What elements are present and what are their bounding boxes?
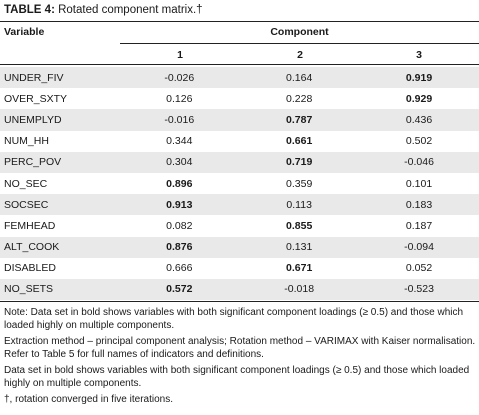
loading-cell: 0.661 bbox=[286, 135, 313, 148]
table-row: SOCSEC 0.913 0.113 0.183 bbox=[0, 194, 479, 216]
loading-cell: 0.304 bbox=[119, 151, 240, 173]
note-1: Note: Data set in bold shows variables w… bbox=[4, 307, 464, 331]
loading-cell: 0.344 bbox=[166, 135, 193, 148]
loading-cell: 0.126 bbox=[166, 92, 193, 105]
variable-name: UNDER_FIV bbox=[0, 67, 120, 89]
table-row: NO_SEC 0.896 0.359 0.101 bbox=[0, 173, 479, 194]
header-rule bbox=[0, 64, 479, 65]
loading-cell: 0.183 bbox=[359, 194, 479, 216]
header-variable: Variable bbox=[4, 26, 45, 38]
loading-cell: 0.187 bbox=[405, 219, 433, 232]
loading-cell: -0.018 bbox=[239, 278, 360, 301]
variable-name: DISABLED bbox=[4, 262, 56, 275]
table-row: OVER_SXTY 0.126 0.228 0.929 bbox=[0, 88, 479, 109]
loading-cell: 0.113 bbox=[239, 194, 360, 216]
variable-name: NO_SEC bbox=[4, 177, 48, 190]
loading-cell: -0.523 bbox=[359, 278, 479, 301]
loading-cell: 0.082 bbox=[166, 219, 193, 232]
table-row: DISABLED 0.666 0.671 0.052 bbox=[0, 258, 479, 279]
loading-cell: 0.787 bbox=[239, 109, 360, 131]
variable-name: OVER_SXTY bbox=[4, 92, 68, 105]
variable-name: NO_SETS bbox=[0, 278, 120, 301]
variable-name: NUM_HH bbox=[4, 135, 49, 148]
table-row: NUM_HH 0.344 0.661 0.502 bbox=[0, 131, 479, 152]
loading-cell: 0.855 bbox=[286, 219, 313, 232]
variable-name: SOCSEC bbox=[0, 194, 120, 216]
loading-cell: 0.719 bbox=[239, 151, 360, 173]
loading-cell: -0.026 bbox=[119, 67, 240, 89]
table-row: NO_SETS 0.572 -0.018 -0.523 bbox=[0, 278, 479, 301]
component-rule bbox=[120, 43, 479, 44]
loading-cell: 0.436 bbox=[359, 109, 479, 131]
variable-name: FEMHEAD bbox=[4, 219, 56, 232]
loading-cell: -0.094 bbox=[359, 236, 479, 258]
loading-cell: 0.913 bbox=[119, 194, 240, 216]
bottom-rule bbox=[0, 301, 479, 302]
table-row: UNDER_FIV -0.026 0.164 0.919 bbox=[0, 67, 479, 89]
table-row: ALT_COOK 0.876 0.131 -0.094 bbox=[0, 236, 479, 258]
variable-name: UNEMPLYD bbox=[0, 109, 120, 131]
table-row: PERC_POV 0.304 0.719 -0.046 bbox=[0, 151, 479, 173]
loading-cell: 0.164 bbox=[239, 67, 360, 89]
loading-cell: 0.572 bbox=[119, 278, 240, 301]
table-row: FEMHEAD 0.082 0.855 0.187 bbox=[0, 215, 479, 236]
loading-cell: 0.101 bbox=[405, 177, 433, 190]
table-caption: TABLE 4: Rotated component matrix.† bbox=[4, 3, 203, 17]
note-4: †, rotation converged in five iterations… bbox=[4, 394, 173, 405]
loading-cell: -0.046 bbox=[359, 151, 479, 173]
loading-cell: 0.929 bbox=[405, 92, 433, 105]
loading-cell: 0.876 bbox=[119, 236, 240, 258]
loading-cell: 0.666 bbox=[166, 262, 193, 275]
table-row: UNEMPLYD -0.016 0.787 0.436 bbox=[0, 109, 479, 131]
header-component: Component bbox=[270, 26, 329, 38]
note-2: Extraction method – principal component … bbox=[4, 336, 476, 360]
loading-cell: 0.052 bbox=[405, 262, 433, 275]
loading-cell: 0.502 bbox=[405, 135, 433, 148]
caption-text: Rotated component matrix.† bbox=[54, 4, 203, 16]
header-col-3: 3 bbox=[416, 49, 422, 61]
variable-name: PERC_POV bbox=[0, 151, 120, 173]
top-rule bbox=[0, 21, 479, 22]
variable-name: ALT_COOK bbox=[0, 236, 120, 258]
header-col-1: 1 bbox=[177, 49, 183, 61]
loading-cell: -0.016 bbox=[119, 109, 240, 131]
loading-cell: 0.896 bbox=[166, 177, 193, 190]
caption-label: TABLE 4: bbox=[4, 4, 55, 16]
loading-cell: 0.131 bbox=[239, 236, 360, 258]
loading-cell: 0.359 bbox=[286, 177, 313, 190]
data-table: UNDER_FIV -0.026 0.164 0.919 OVER_SXTY 0.126 0… bbox=[0, 67, 479, 301]
loading-cell: 0.671 bbox=[286, 262, 313, 275]
table-notes: Note: Data set in bold shows variables w… bbox=[4, 307, 476, 411]
loading-cell: 0.919 bbox=[359, 67, 479, 89]
loading-cell: 0.228 bbox=[286, 92, 313, 105]
note-3: Data set in bold shows variables with bo… bbox=[4, 365, 470, 389]
header-col-2: 2 bbox=[297, 49, 303, 61]
